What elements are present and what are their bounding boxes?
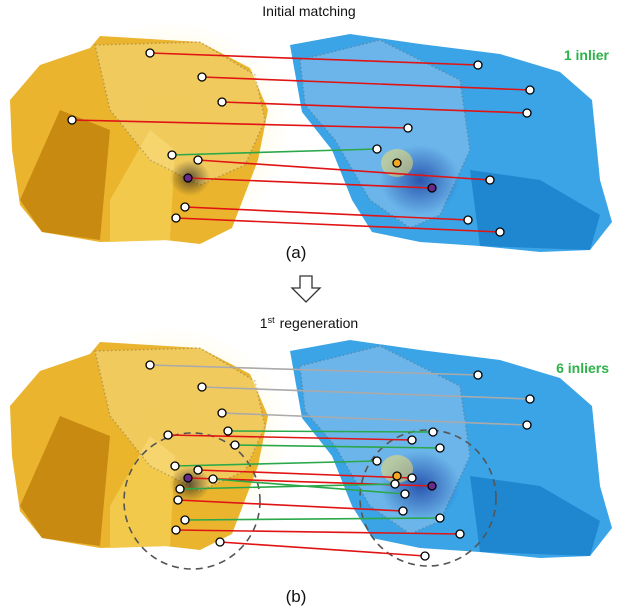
keypoint [485, 175, 495, 185]
keypoint [180, 202, 190, 212]
panel-b [10, 326, 612, 570]
keypoint [197, 382, 207, 392]
correspondence [221, 101, 528, 114]
correspondence [179, 483, 396, 490]
keypoint [495, 227, 505, 237]
keypoint [390, 479, 400, 489]
yellow-face [20, 110, 110, 240]
keypoint [145, 48, 155, 58]
keypoint [435, 513, 445, 523]
keypoint [230, 440, 240, 450]
correspondence [234, 444, 441, 449]
correspondence [174, 460, 378, 467]
keypoint [455, 529, 465, 539]
correspondence [201, 76, 531, 91]
panel-b-inliers: 6 inliers [556, 360, 609, 376]
correspondence [171, 148, 378, 156]
keypoint [217, 97, 227, 107]
correspondence [71, 119, 409, 129]
panel-b-caption: (b) [286, 587, 307, 606]
title-rest: regeneration [280, 315, 359, 331]
keypoint [522, 108, 532, 118]
correspondence [167, 434, 413, 441]
panel-a [10, 20, 612, 252]
yellow-face [110, 130, 175, 242]
seed-keypoint [392, 158, 402, 168]
panel-b-title: 1st regeneration [260, 315, 358, 331]
keypoint [473, 60, 483, 70]
keypoint [215, 537, 225, 547]
keypoint [193, 155, 203, 165]
correspondence [149, 52, 479, 66]
correspondence [197, 469, 413, 479]
correspondence [187, 177, 433, 189]
correspondence [175, 217, 501, 233]
keypoint [400, 489, 410, 499]
keypoint [473, 370, 483, 380]
keypoint [197, 72, 207, 82]
keypoint [372, 144, 382, 154]
keypoint [223, 426, 233, 436]
keypoint [428, 427, 438, 437]
keypoint [183, 473, 193, 483]
keypoint [407, 435, 417, 445]
keypoint [167, 150, 177, 160]
correspondence [212, 478, 406, 495]
keypoint [145, 360, 155, 370]
down-arrow [290, 275, 322, 303]
keypoint [372, 456, 382, 466]
keypoint [180, 515, 190, 525]
keypoint [208, 474, 218, 484]
panel-a-caption: (a) [286, 243, 307, 262]
blue-face [470, 476, 600, 556]
keypoint [427, 183, 437, 193]
keypoint [525, 394, 535, 404]
yellow-face [20, 416, 110, 546]
keypoint [427, 481, 437, 491]
keypoint [525, 85, 535, 95]
keypoint [463, 215, 473, 225]
dashed-neighborhood [359, 429, 497, 567]
keypoint [183, 173, 193, 183]
keypoint [163, 430, 173, 440]
keypoint [398, 506, 408, 516]
keypoint [171, 213, 181, 223]
correspondence [221, 412, 528, 426]
keypoint [435, 443, 445, 453]
panel-a-title: Initial matching [262, 3, 355, 19]
keypoint [175, 484, 185, 494]
orange-glow [381, 455, 413, 483]
keypoint [173, 495, 183, 505]
panel-a-inliers: 1 inlier [564, 47, 610, 63]
correspondence [201, 386, 531, 400]
keypoint [170, 461, 180, 471]
keypoint [67, 115, 77, 125]
correspondence [227, 430, 434, 433]
keypoint [420, 551, 430, 561]
correspondence [177, 499, 404, 512]
correspondence [184, 517, 441, 521]
keypoint [403, 123, 413, 133]
correspondence [219, 541, 426, 557]
correspondence [184, 206, 469, 221]
keypoint [193, 465, 203, 475]
keypoint [522, 420, 532, 430]
dashed-neighborhood [123, 432, 261, 570]
correspondence [175, 529, 461, 535]
seed-keypoint [392, 471, 402, 481]
title-superscript: st [268, 315, 276, 325]
title-number: 1 [260, 315, 268, 331]
keypoint [171, 525, 181, 535]
keypoint [217, 408, 227, 418]
correspondence [197, 159, 491, 181]
keypoint [407, 473, 417, 483]
correspondence [149, 364, 479, 376]
